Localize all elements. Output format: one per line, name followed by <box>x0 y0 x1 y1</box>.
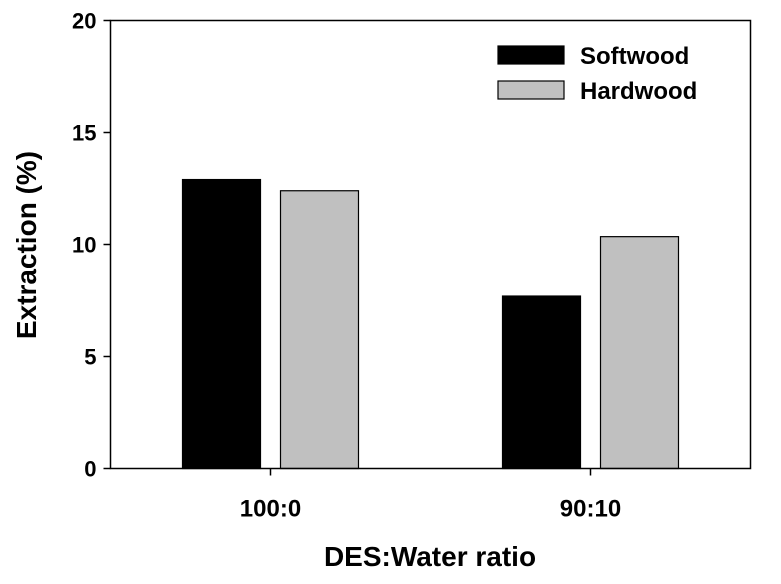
bar-softwood-1 <box>181 178 262 470</box>
legend-label-hardwood: Hardwood <box>580 78 697 105</box>
x-tick-label: 90:10 <box>560 496 621 523</box>
y-tick-label: 15 <box>72 121 96 146</box>
x-tick-label: 100:0 <box>240 496 301 523</box>
y-tick-label: 0 <box>84 457 96 482</box>
bar-hardwood-1 <box>279 190 360 470</box>
bar-hardwood-2 <box>599 236 680 470</box>
legend: Softwood Hardwood <box>497 43 697 105</box>
y-tick-label: 20 <box>72 9 96 34</box>
ticks-layer: 0 5 10 15 20 100:0 90:10 <box>72 9 621 523</box>
bars-layer <box>181 178 680 470</box>
bar-softwood-2 <box>501 295 582 470</box>
y-tick-label: 10 <box>72 233 96 258</box>
y-tick-label: 5 <box>84 345 96 370</box>
legend-swatch-hardwood <box>497 80 565 100</box>
legend-swatch-softwood <box>497 45 565 65</box>
legend-label-softwood: Softwood <box>580 43 689 70</box>
x-axis-label: DES:Water ratio <box>324 541 536 572</box>
y-axis-label: Extraction (%) <box>11 151 42 339</box>
